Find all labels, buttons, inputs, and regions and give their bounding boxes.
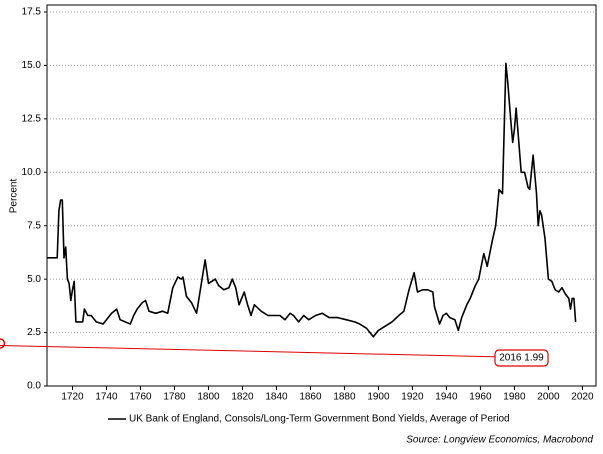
x-tick-label: 1860 <box>299 392 322 403</box>
annotation-text: 2016 1.99 <box>499 353 544 364</box>
annotation-leader <box>0 344 549 359</box>
x-tick-label: 1900 <box>367 392 390 403</box>
x-tick-label: 1740 <box>95 392 118 403</box>
y-tick-label: 2.5 <box>27 327 41 338</box>
y-tick-label: 10.0 <box>22 167 42 178</box>
y-axis-label: Percent <box>9 179 20 214</box>
y-tick-label: 12.5 <box>22 113 42 124</box>
source-note: Source: Longview Economics, Macrobond <box>406 435 593 446</box>
x-tick-label: 1800 <box>197 392 220 403</box>
x-tick-label: 1880 <box>333 392 356 403</box>
x-tick-label: 1920 <box>401 392 424 403</box>
y-tick-label: 7.5 <box>27 220 41 231</box>
x-tick-label: 1960 <box>469 392 492 403</box>
x-tick-label: 1820 <box>231 392 254 403</box>
annotation-box <box>494 349 549 367</box>
x-tick-label: 1980 <box>503 392 526 403</box>
highlight-point <box>0 338 6 349</box>
x-tick-label: 2000 <box>537 392 560 403</box>
x-tick-label: 1940 <box>435 392 458 403</box>
x-tick-label: 1720 <box>61 392 84 403</box>
y-tick-label: 0.0 <box>27 381 41 392</box>
legend-label: UK Bank of England, Consols/Long-Term Go… <box>129 414 510 425</box>
x-tick-label: 1780 <box>163 392 186 403</box>
plot-frame <box>46 4 597 387</box>
y-tick-label: 15.0 <box>22 60 42 71</box>
x-tick-label: 1760 <box>129 392 152 403</box>
y-tick-label: 17.5 <box>22 7 42 18</box>
y-tick-label: 5.0 <box>27 274 41 285</box>
x-tick-label: 1840 <box>265 392 288 403</box>
data-line <box>47 62 577 338</box>
x-tick-label: 2020 <box>571 392 594 403</box>
